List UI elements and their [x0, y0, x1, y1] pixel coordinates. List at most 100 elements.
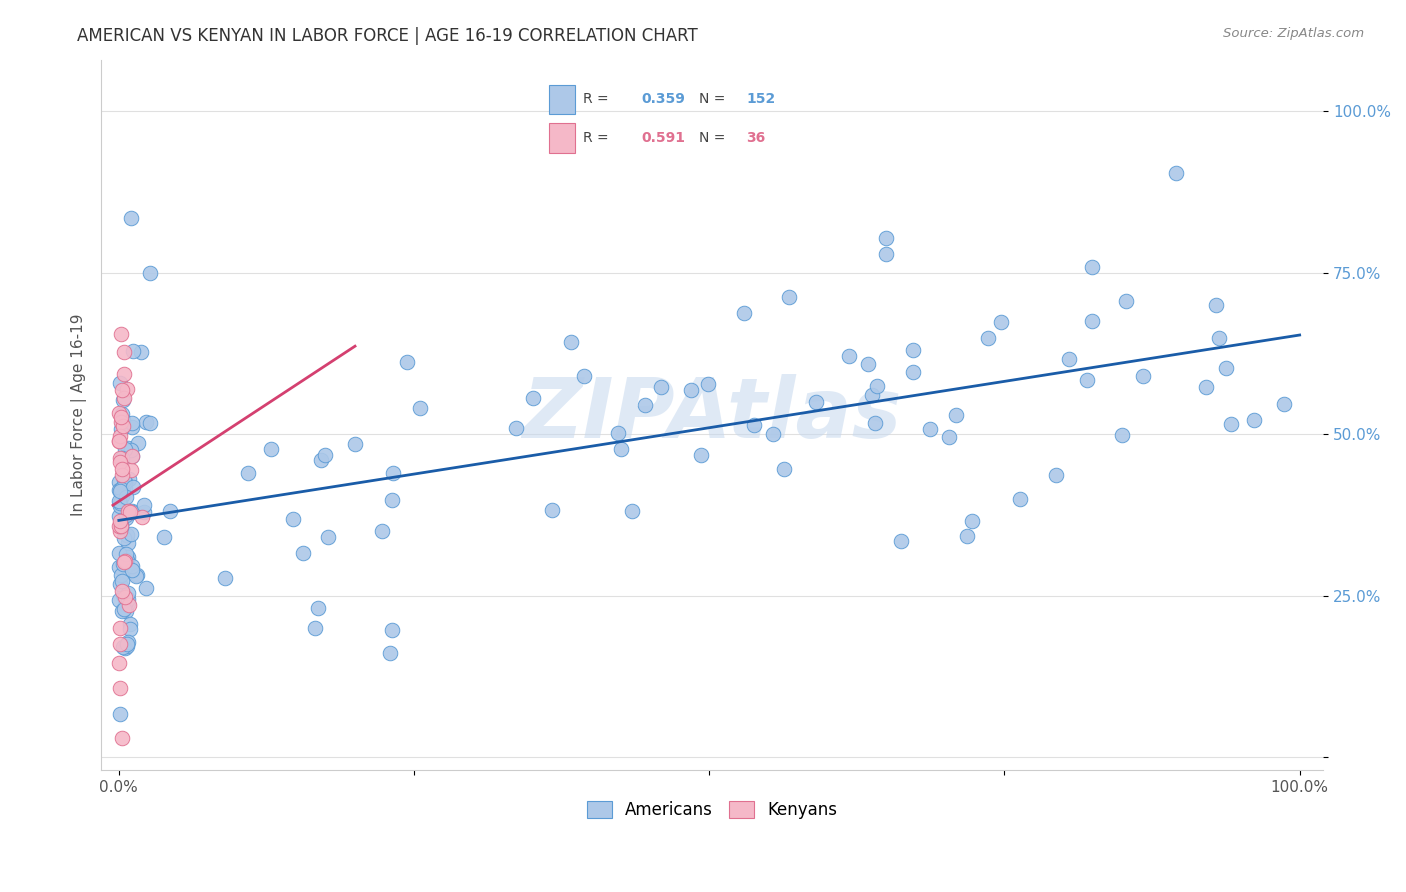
- Point: [108, 546, 131, 560]
- Point: [1208, 331, 1230, 345]
- Point: [114, 442, 136, 457]
- Point: [115, 382, 138, 396]
- Point: [121, 420, 143, 434]
- Point: [110, 524, 132, 539]
- Point: [762, 427, 785, 442]
- Point: [111, 413, 134, 427]
- Point: [117, 504, 139, 518]
- Point: [110, 422, 132, 436]
- Point: [152, 530, 174, 544]
- Point: [1111, 427, 1133, 442]
- Point: [114, 641, 136, 656]
- Point: [120, 211, 142, 226]
- Point: [108, 514, 131, 528]
- Point: [1081, 260, 1104, 274]
- Point: [121, 505, 143, 519]
- Point: [344, 436, 367, 450]
- Point: [117, 442, 139, 456]
- Point: [866, 379, 889, 393]
- Point: [118, 622, 141, 636]
- Point: [112, 345, 135, 359]
- Point: [1205, 298, 1227, 312]
- Point: [875, 231, 897, 245]
- Point: [976, 331, 998, 345]
- Point: [108, 434, 131, 449]
- Point: [1195, 379, 1218, 393]
- Point: [371, 524, 394, 538]
- Point: [110, 415, 132, 429]
- Point: [110, 519, 132, 533]
- Point: [111, 603, 134, 617]
- Point: [112, 392, 135, 407]
- Point: [560, 335, 582, 350]
- Point: [318, 530, 340, 544]
- Point: [733, 306, 755, 320]
- Point: [108, 406, 131, 420]
- Point: [117, 596, 139, 610]
- Point: [121, 480, 143, 494]
- Point: [505, 421, 527, 435]
- Point: [118, 472, 141, 486]
- Point: [117, 591, 139, 606]
- Point: [108, 484, 131, 499]
- Point: [111, 731, 134, 745]
- Point: [117, 585, 139, 599]
- Point: [125, 569, 148, 583]
- Point: [108, 559, 131, 574]
- Point: [112, 418, 135, 433]
- Point: [108, 376, 131, 391]
- Point: [159, 504, 181, 518]
- Point: [108, 455, 131, 469]
- Point: [110, 568, 132, 582]
- Point: [108, 434, 131, 448]
- Point: [920, 421, 942, 435]
- Point: [108, 494, 131, 508]
- Point: [114, 481, 136, 495]
- Point: [108, 483, 131, 498]
- Point: [132, 499, 155, 513]
- Point: [1132, 368, 1154, 383]
- Point: [114, 597, 136, 611]
- Point: [395, 355, 418, 369]
- Point: [117, 549, 139, 564]
- Point: [115, 636, 138, 650]
- Point: [117, 634, 139, 648]
- Point: [108, 621, 131, 635]
- Point: [110, 482, 132, 496]
- Point: [1220, 417, 1243, 432]
- Point: [114, 490, 136, 504]
- Point: [121, 504, 143, 518]
- Point: [131, 345, 153, 359]
- Point: [960, 514, 983, 528]
- Point: [1045, 467, 1067, 482]
- Point: [111, 468, 134, 483]
- Point: [541, 503, 564, 517]
- Point: [381, 493, 404, 508]
- Point: [522, 391, 544, 405]
- Point: [117, 536, 139, 550]
- Point: [115, 528, 138, 542]
- Point: [121, 449, 143, 463]
- Point: [945, 408, 967, 422]
- Point: [778, 290, 800, 304]
- Point: [114, 508, 136, 523]
- Point: [132, 505, 155, 519]
- Point: [634, 398, 657, 412]
- Point: [307, 601, 329, 615]
- Point: [110, 707, 132, 722]
- Point: [990, 315, 1012, 329]
- Point: [135, 416, 157, 430]
- Point: [115, 510, 138, 524]
- Point: [1008, 492, 1031, 507]
- Point: [120, 505, 142, 519]
- Point: [115, 639, 138, 653]
- Point: [127, 568, 149, 582]
- Point: [236, 466, 259, 480]
- Point: [112, 367, 135, 381]
- Point: [121, 563, 143, 577]
- Point: [112, 588, 135, 602]
- Point: [607, 425, 630, 440]
- Point: [112, 640, 135, 654]
- Point: [860, 388, 883, 402]
- Point: [679, 383, 702, 397]
